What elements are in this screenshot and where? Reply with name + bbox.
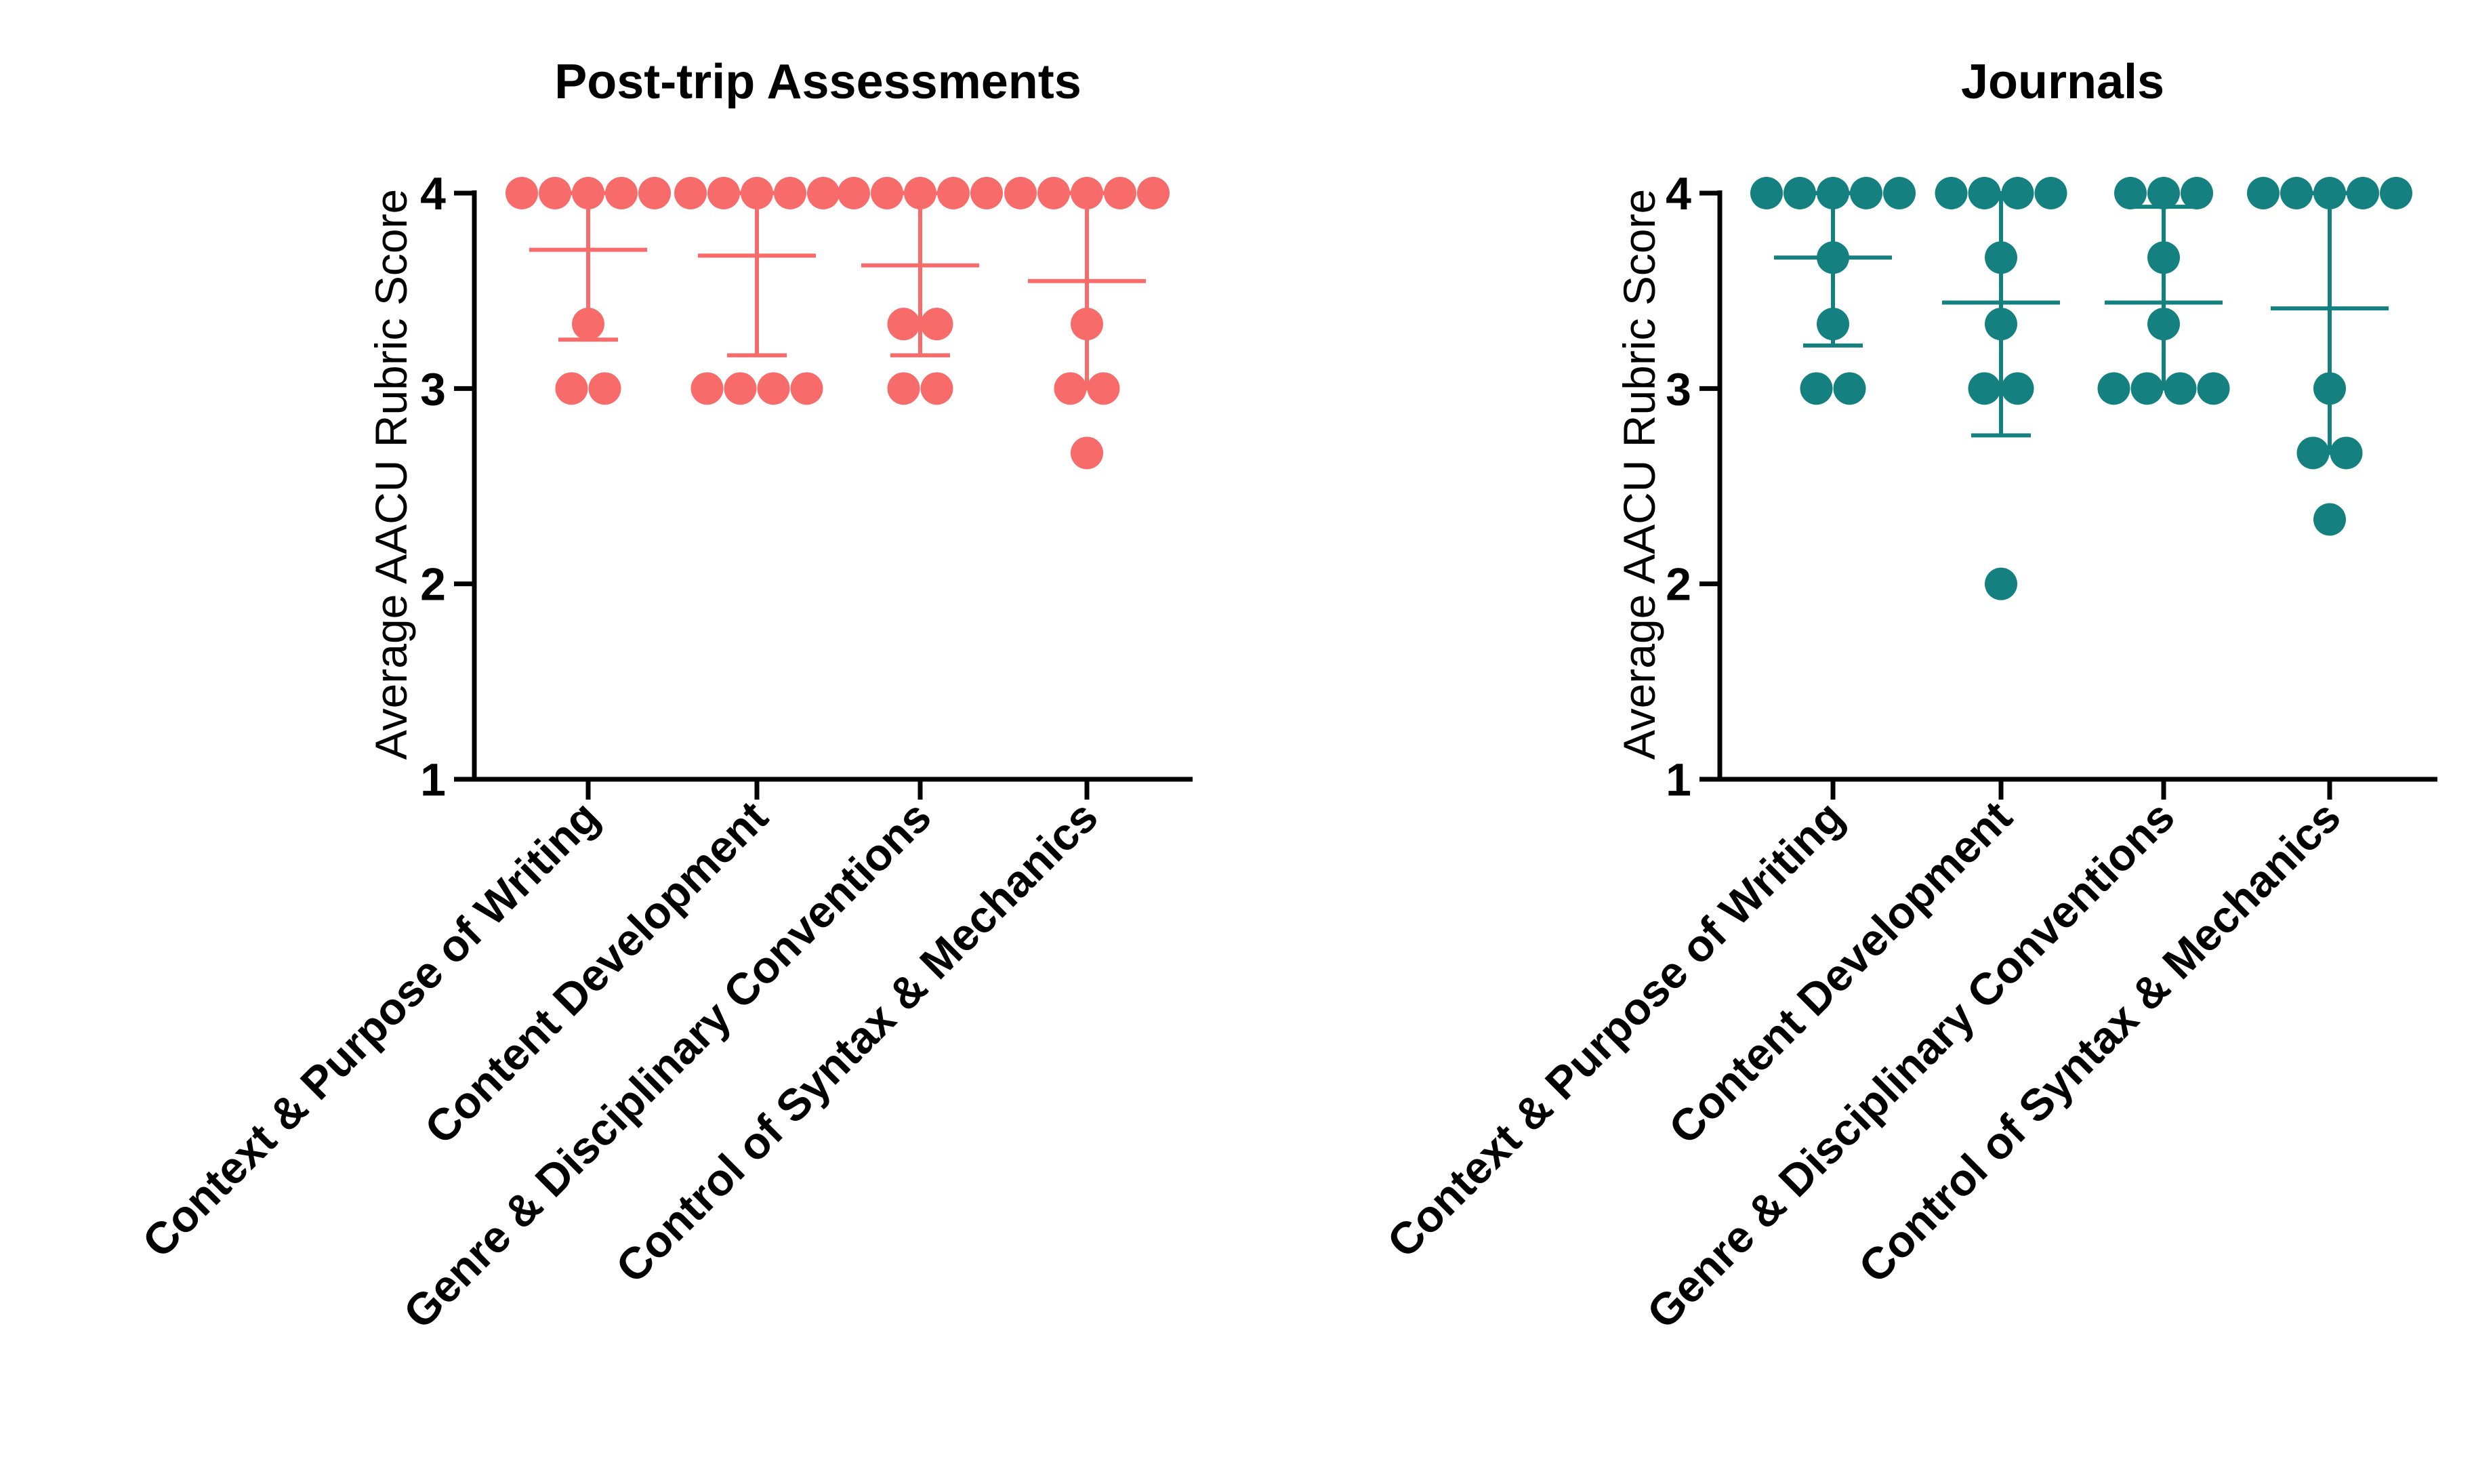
data-point xyxy=(1104,177,1136,209)
series-2 xyxy=(674,177,840,405)
data-point xyxy=(790,372,823,405)
series-1 xyxy=(506,177,671,405)
data-point xyxy=(757,372,790,405)
y-tick-label: 4 xyxy=(420,168,446,220)
data-point xyxy=(1750,177,1783,209)
y-tick-label: 3 xyxy=(1666,363,1691,415)
data-point xyxy=(920,308,953,341)
data-point xyxy=(920,372,953,405)
data-point xyxy=(887,372,920,405)
data-point xyxy=(1784,177,1816,209)
data-point xyxy=(871,177,903,209)
data-point xyxy=(2181,177,2213,209)
data-point xyxy=(774,177,806,209)
data-point xyxy=(2280,177,2313,209)
data-point xyxy=(1004,177,1037,209)
data-point xyxy=(937,177,970,209)
panel-title: Journals xyxy=(1961,55,2164,109)
data-point xyxy=(1850,177,1882,209)
data-point xyxy=(2097,372,2130,405)
data-point xyxy=(807,177,840,209)
panel-post-trip: Post-trip Assessments Average AACU Rubri… xyxy=(133,55,1193,1338)
data-point xyxy=(2380,177,2412,209)
y-axis-label: Average AACU Rubric Score xyxy=(1614,189,1664,760)
y-tick-label: 1 xyxy=(1666,754,1691,806)
series-3 xyxy=(2097,177,2230,405)
data-point xyxy=(1071,436,1103,470)
y-axis-label: Average AACU Rubric Score xyxy=(366,189,416,760)
series-4 xyxy=(1004,177,1170,470)
x-tick-label: Content Development xyxy=(415,791,777,1154)
series-4 xyxy=(2247,177,2412,536)
data-point xyxy=(1935,177,1968,209)
data-point xyxy=(1137,177,1170,209)
data-point xyxy=(2001,372,2034,405)
data-point xyxy=(2034,177,2067,209)
y-tick-label: 4 xyxy=(1666,168,1691,220)
data-point xyxy=(506,177,538,209)
series-1 xyxy=(1750,177,1916,405)
series-2 xyxy=(1935,177,2067,600)
data-point xyxy=(2313,503,2346,536)
data-point xyxy=(690,372,724,405)
data-point xyxy=(2247,177,2280,209)
data-point xyxy=(2114,177,2147,209)
data-point xyxy=(970,177,1003,209)
data-point xyxy=(724,372,757,405)
y-tick-label: 3 xyxy=(420,363,446,415)
data-point xyxy=(605,177,638,209)
y-tick-label: 1 xyxy=(420,754,446,806)
data-point xyxy=(707,177,740,209)
data-point xyxy=(638,177,671,209)
data-point xyxy=(555,372,588,405)
data-point xyxy=(588,372,621,405)
data-point xyxy=(2147,177,2180,209)
data-point xyxy=(1883,177,1916,209)
x-tick-label-group: Content Development xyxy=(415,791,777,1154)
data-point xyxy=(2347,177,2379,209)
data-point xyxy=(674,177,707,209)
y-tick-label: 2 xyxy=(420,559,446,611)
data-point xyxy=(1833,372,1866,405)
data-point xyxy=(1985,567,2017,600)
data-point xyxy=(1037,177,1070,209)
data-point xyxy=(887,308,920,341)
data-point xyxy=(1968,372,2001,405)
series-3 xyxy=(838,177,1003,405)
panel-journals: Journals Average AACU Rubric Score 1234C… xyxy=(1378,55,2437,1338)
data-point xyxy=(1800,372,1833,405)
data-point xyxy=(2197,372,2230,405)
y-tick-label: 2 xyxy=(1666,559,1691,611)
panel-title: Post-trip Assessments xyxy=(554,55,1081,109)
data-point xyxy=(539,177,571,209)
data-point xyxy=(838,177,870,209)
